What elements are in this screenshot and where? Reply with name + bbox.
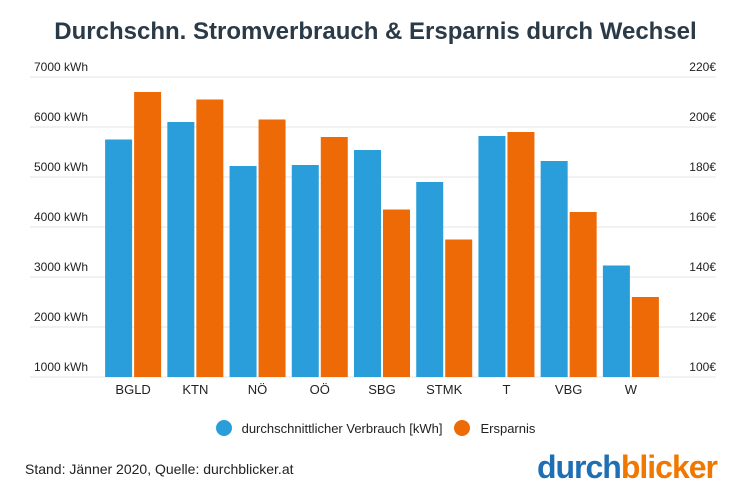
legend-item-consumption: durchschnittlicher Verbrauch [kWh] — [215, 420, 443, 436]
bar-savings — [196, 99, 224, 377]
bar-consumption — [354, 150, 381, 377]
x-tick-label: OÖ — [310, 382, 330, 397]
bar-consumption — [602, 265, 630, 377]
legend-item-savings: Ersparnis — [454, 420, 535, 436]
bar-savings — [507, 132, 535, 377]
chart-title: Durchschn. Stromverbrauch & Ersparnis du… — [54, 18, 697, 45]
y-right-tick-label: 220€ — [689, 60, 716, 74]
bar-consumption — [167, 122, 195, 377]
brand-logo-part1: durch — [536, 449, 622, 485]
bar-savings — [631, 297, 659, 377]
legend-label-consumption: durchschnittlicher Verbrauch [kWh] — [241, 420, 443, 436]
bar-consumption — [540, 161, 568, 377]
y-left-tick-label: 2000 kWh — [34, 310, 88, 324]
bar-savings — [320, 137, 348, 377]
bar-consumption — [478, 136, 506, 377]
bar-savings — [258, 119, 286, 377]
y-right-tick-label: 100€ — [689, 360, 716, 374]
bar-savings — [445, 239, 473, 377]
y-left-tick-label: 5000 kWh — [34, 160, 88, 174]
x-tick-label: W — [625, 382, 638, 397]
bar-consumption — [416, 182, 444, 377]
legend-dot-savings — [454, 420, 471, 436]
y-left-tick-label: 7000 kWh — [34, 60, 88, 74]
x-tick-label: VBG — [555, 382, 582, 397]
x-tick-label: KTN — [182, 382, 208, 397]
y-right-tick-label: 180€ — [689, 160, 716, 174]
y-left-tick-label: 6000 kWh — [34, 110, 88, 124]
bar-consumption — [105, 139, 133, 377]
bar-savings — [383, 209, 410, 377]
source-note: Stand: Jänner 2020, Quelle: durchblicker… — [25, 461, 294, 477]
y-right-tick-label: 160€ — [689, 210, 716, 224]
x-tick-label: T — [502, 382, 510, 397]
legend-label-savings: Ersparnis — [480, 420, 536, 436]
x-tick-label: SBG — [368, 382, 395, 397]
brand-logo-part2: blicker — [620, 449, 718, 485]
x-tick-label: NÖ — [248, 382, 268, 397]
y-right-tick-label: 200€ — [689, 110, 716, 124]
y-right-tick-label: 140€ — [689, 260, 716, 274]
y-left-tick-label: 1000 kWh — [34, 360, 88, 374]
y-right-tick-label: 120€ — [689, 310, 716, 324]
x-tick-label: STMK — [426, 382, 462, 397]
bar-chart: 1000 kWh 100€ 2000 kWh 120€ 3000 kWh 140€ 4000… — [30, 60, 716, 397]
brand-logo: durchblicker — [536, 449, 718, 486]
bar-savings — [134, 92, 162, 377]
bar-savings — [569, 212, 597, 377]
x-tick-label: BGLD — [115, 382, 150, 397]
legend: durchschnittlicher Verbrauch [kWh] Erspa… — [0, 420, 751, 436]
y-left-tick-label: 4000 kWh — [34, 210, 88, 224]
bar-consumption — [291, 165, 319, 377]
bar-consumption — [229, 166, 257, 377]
legend-dot-consumption — [215, 420, 232, 436]
y-left-tick-label: 3000 kWh — [34, 260, 88, 274]
